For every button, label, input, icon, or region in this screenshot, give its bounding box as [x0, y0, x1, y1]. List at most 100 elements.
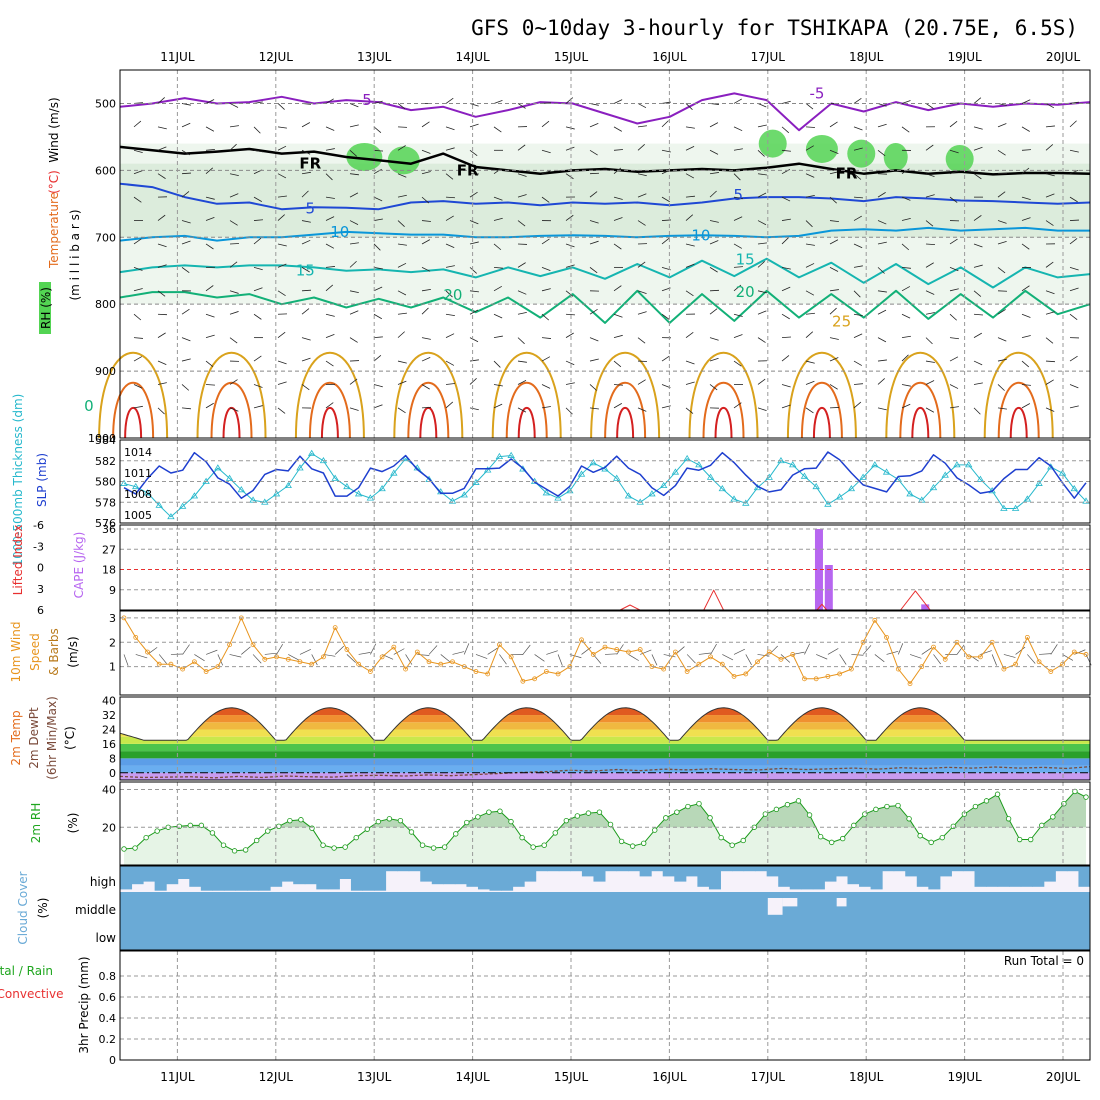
cape-bar	[814, 529, 823, 610]
cloud-high-bar	[697, 866, 710, 887]
wind-barb	[997, 220, 1007, 224]
wind-barb	[1069, 405, 1079, 409]
rh-point	[795, 798, 802, 804]
wind-barb	[949, 196, 958, 203]
thickness-point	[683, 454, 691, 462]
wind-barb	[541, 288, 551, 292]
contour-label: 0	[84, 397, 94, 415]
wind-barb	[346, 654, 356, 663]
isotherm-35-dome	[222, 406, 241, 439]
thickness-point	[483, 466, 492, 473]
wind-barb	[781, 237, 789, 245]
wind-barb	[373, 286, 383, 292]
wind-barb	[709, 308, 718, 315]
cloud-high-bar	[362, 866, 375, 891]
wind-barb	[901, 168, 910, 175]
wind-barb	[277, 407, 286, 414]
wind-axis-label: Wind (m/s)	[47, 97, 61, 162]
wind-barb	[301, 267, 310, 273]
wind-barb	[997, 309, 1006, 315]
panel-li-cape	[119, 524, 1091, 611]
wind-barb	[853, 265, 863, 268]
wind-barb	[877, 267, 885, 274]
wind-barb	[709, 172, 719, 175]
wind-barb	[325, 126, 335, 131]
wind-barb	[757, 192, 767, 198]
rh-point	[486, 809, 492, 815]
wind-point	[203, 669, 209, 674]
wind-barb	[733, 284, 742, 292]
wind-barb	[973, 126, 983, 130]
wind-barb	[661, 149, 671, 153]
wind-barb	[901, 384, 911, 387]
cloud-high-bar	[235, 866, 248, 891]
wind-barb	[181, 172, 192, 175]
rh-axis-label: RH (%)	[39, 287, 53, 329]
cloud-high-bar	[281, 866, 294, 882]
wind-barb	[781, 100, 791, 104]
wind-barb	[569, 654, 582, 659]
wind-barb	[229, 220, 238, 226]
wind-barb	[253, 384, 263, 388]
wind-barb	[901, 217, 911, 221]
wind-barb	[445, 173, 454, 180]
wind-barb	[781, 196, 791, 202]
cloud-high-bar	[189, 866, 202, 887]
wind-barb	[973, 215, 982, 221]
wind-barb	[710, 643, 717, 655]
wind-axis-label: 10m Wind	[9, 622, 23, 683]
wind-barb	[709, 122, 719, 128]
li-tick: 0	[37, 562, 44, 575]
rh-point	[475, 814, 481, 820]
temperature-axis-label: (°C)	[63, 726, 77, 750]
wind-barb	[1069, 287, 1079, 292]
thickness-point	[671, 468, 680, 475]
wind-barb	[181, 337, 191, 342]
thickness-point	[354, 490, 363, 497]
run-total: Run Total = 0	[1004, 954, 1084, 968]
thickness-point	[378, 484, 386, 492]
wind-barb	[373, 243, 381, 251]
wind-barb	[565, 382, 575, 385]
cloud-high-bar	[466, 866, 479, 887]
cloud-high-bar	[916, 866, 929, 887]
wind-barb	[181, 149, 190, 156]
wind-barb	[445, 126, 455, 131]
rh-point	[674, 809, 680, 815]
temp-tick: 24	[102, 723, 116, 736]
wind-barb	[853, 383, 864, 385]
cloud-high-bar	[339, 866, 352, 879]
wind-barb	[182, 644, 190, 655]
wind-barb	[301, 239, 311, 245]
wind-barb	[781, 404, 791, 409]
wind-barb	[829, 220, 839, 223]
wind-barb	[565, 313, 576, 316]
slp-tick: 1005	[124, 509, 152, 522]
wind-barb	[349, 337, 358, 343]
cloud-high-bar	[905, 866, 918, 877]
wind-barb	[640, 649, 652, 655]
rh-point	[132, 845, 138, 851]
thickness-point	[1047, 463, 1055, 470]
rh-point	[242, 847, 249, 853]
wind-barb	[829, 289, 839, 292]
rh-point	[718, 834, 724, 841]
thickness-point	[272, 490, 281, 497]
wind-barb	[637, 379, 646, 385]
wind-barb	[997, 123, 1007, 128]
lifted-index-line	[900, 590, 931, 611]
wind-barb	[493, 243, 502, 251]
wind-barb	[1021, 384, 1031, 386]
wind-barb	[325, 148, 335, 151]
wind-barb	[373, 218, 383, 221]
wind-tick: 2	[109, 636, 116, 649]
wind-barb	[853, 215, 862, 221]
wind-barb	[541, 337, 551, 339]
wind-barb	[205, 148, 215, 151]
wind-barb	[1069, 196, 1078, 203]
wind-barb	[877, 123, 887, 128]
wind-barb	[541, 120, 550, 128]
wind-point	[1083, 652, 1089, 657]
wind-barb	[397, 194, 407, 198]
wind-barb	[405, 654, 413, 665]
